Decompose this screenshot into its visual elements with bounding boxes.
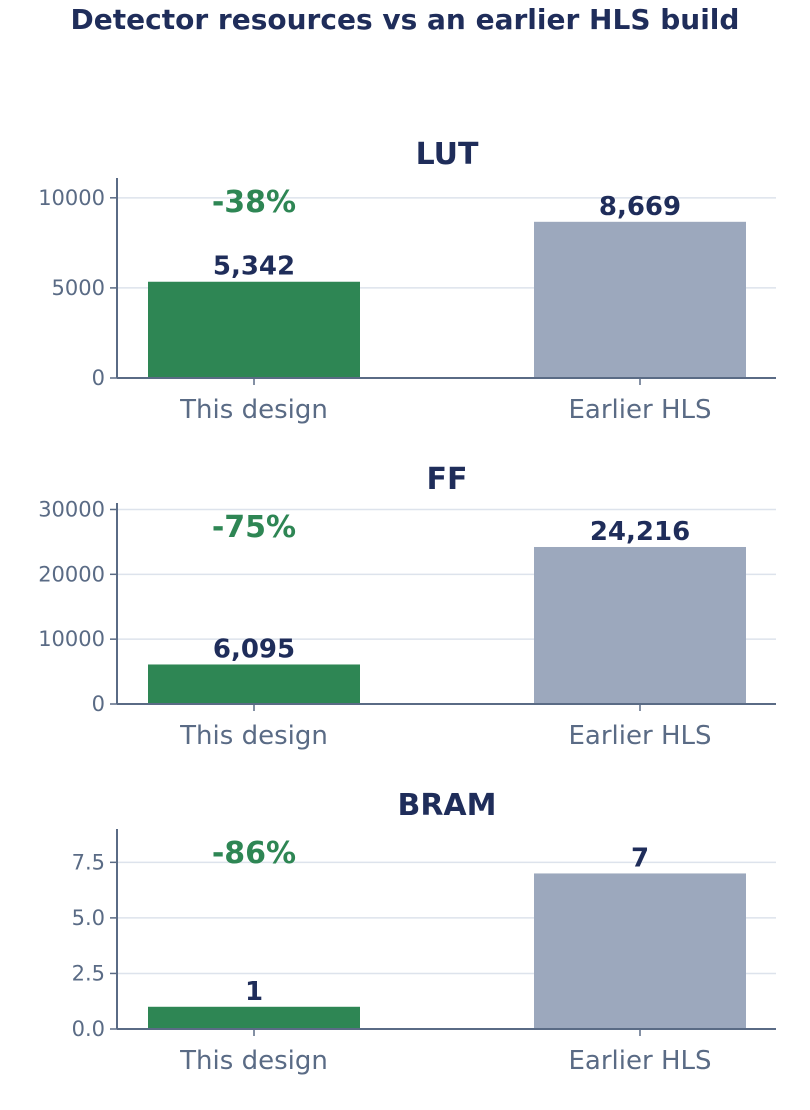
category-label: Earlier HLS xyxy=(569,721,712,751)
panel-title: LUT xyxy=(416,137,479,172)
panel-bram: BRAM 0.0 2.5 5.0 7.5 1 This design 7 Earlier HLS… xyxy=(72,788,776,1076)
bar-value-label: 5,342 xyxy=(213,252,295,282)
bar-earlier-hls xyxy=(534,546,746,704)
y-tick-label: 0 xyxy=(92,366,105,390)
category-label: Earlier HLS xyxy=(569,395,712,425)
bar-value-label: 1 xyxy=(245,977,263,1007)
chart-title: Detector resources vs an earlier HLS bui… xyxy=(71,3,740,36)
y-tick-label: 30000 xyxy=(38,497,105,521)
y-tick-label: 7.5 xyxy=(72,850,105,874)
y-tick-label: 0 xyxy=(92,692,105,716)
y-tick-label: 2.5 xyxy=(72,961,105,985)
bar-this-design xyxy=(148,281,360,378)
bar-value-label: 6,095 xyxy=(213,634,295,664)
delta-label: -75% xyxy=(212,510,296,545)
panel-title: BRAM xyxy=(397,788,496,823)
y-tick-label: 10000 xyxy=(38,627,105,651)
bar-value-label: 24,216 xyxy=(590,517,690,547)
panel-ff: FF 0 10000 20000 30000 6,095 This design 24,216… xyxy=(38,462,776,751)
y-tick-label: 0.0 xyxy=(72,1017,105,1041)
category-label: Earlier HLS xyxy=(569,1046,712,1076)
panel-lut: LUT 0 5000 10000 5,342 This design 8,669 Earlie… xyxy=(38,137,776,425)
delta-label: -38% xyxy=(212,185,296,220)
y-tick-label: 20000 xyxy=(38,562,105,586)
category-label: This design xyxy=(179,395,328,425)
chart-panels: LUT 0 5000 10000 5,342 This design 8,669 Earlie… xyxy=(38,137,776,1076)
y-tick-label: 5000 xyxy=(52,276,105,300)
category-label: This design xyxy=(179,1046,328,1076)
delta-label: -86% xyxy=(212,836,296,871)
bar-value-label: 8,669 xyxy=(599,192,681,222)
category-label: This design xyxy=(179,721,328,751)
y-tick-label: 10000 xyxy=(38,186,105,210)
bar-earlier-hls xyxy=(534,873,746,1029)
bar-value-label: 7 xyxy=(631,843,649,873)
y-tick-label: 5.0 xyxy=(72,906,105,930)
bar-this-design xyxy=(148,1006,360,1029)
bar-this-design xyxy=(148,664,360,704)
panel-title: FF xyxy=(427,462,468,497)
bar-earlier-hls xyxy=(534,221,746,378)
